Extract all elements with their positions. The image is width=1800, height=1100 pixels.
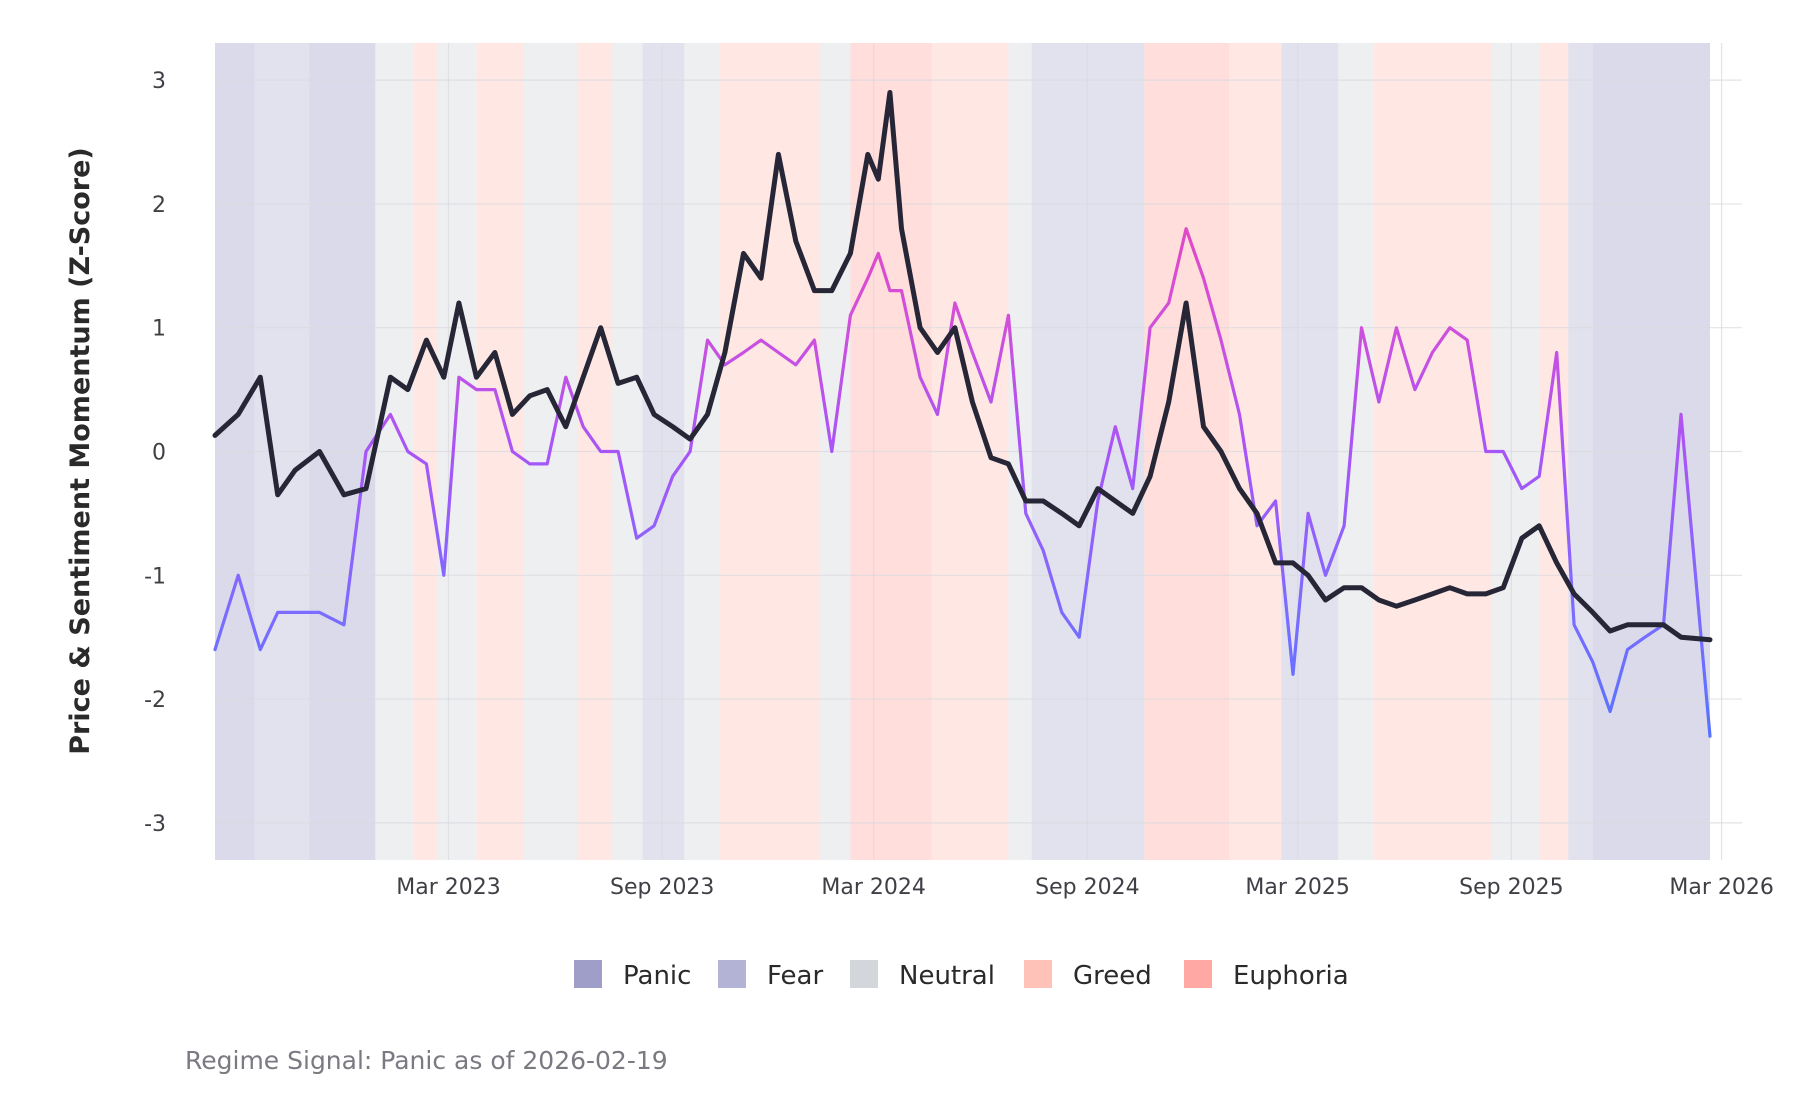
legend-swatch-euphoria [1184, 960, 1212, 988]
y-tick-label: 2 [152, 193, 166, 218]
legend-label-panic: Panic [623, 961, 691, 991]
legend: Panic Fear Neutral Greed Euphoria [574, 960, 1349, 991]
x-tick-label: Sep 2024 [1035, 875, 1139, 900]
price-momentum-line [212, 90, 1713, 643]
series-lines [212, 90, 1713, 738]
x-tick-label: Sep 2023 [610, 875, 714, 900]
y-axis-ticks: 3 2 1 0 -1 -2 -3 [144, 69, 166, 837]
y-tick-label: 1 [152, 317, 166, 342]
sentiment-momentum-line [213, 227, 1712, 738]
y-tick-label: 3 [152, 69, 166, 94]
x-tick-label: Mar 2023 [396, 875, 501, 900]
legend-label-fear: Fear [767, 961, 823, 991]
grid-lines [215, 43, 1742, 860]
y-tick-label: -1 [144, 564, 166, 589]
x-tick-label: Sep 2025 [1459, 875, 1563, 900]
legend-swatch-fear [718, 960, 746, 988]
legend-label-euphoria: Euphoria [1233, 961, 1349, 991]
x-axis-ticks: Mar 2023 Sep 2023 Mar 2024 Sep 2024 Mar 2025… [396, 875, 1774, 900]
x-tick-label: Mar 2024 [821, 875, 926, 900]
y-tick-label: -2 [144, 688, 166, 713]
x-tick-label: Mar 2026 [1669, 875, 1774, 900]
legend-swatch-panic [574, 960, 602, 988]
legend-swatch-neutral [850, 960, 878, 988]
legend-swatch-greed [1024, 960, 1052, 988]
y-axis-label: Price & Sentiment Momentum (Z-Score) [65, 147, 96, 755]
y-tick-label: -3 [144, 812, 166, 837]
y-tick-label: 0 [152, 441, 166, 466]
legend-label-greed: Greed [1073, 961, 1152, 991]
chart-caption: Regime Signal: Panic as of 2026-02-19 [185, 1046, 668, 1075]
x-tick-label: Mar 2025 [1245, 875, 1350, 900]
legend-label-neutral: Neutral [899, 961, 995, 991]
